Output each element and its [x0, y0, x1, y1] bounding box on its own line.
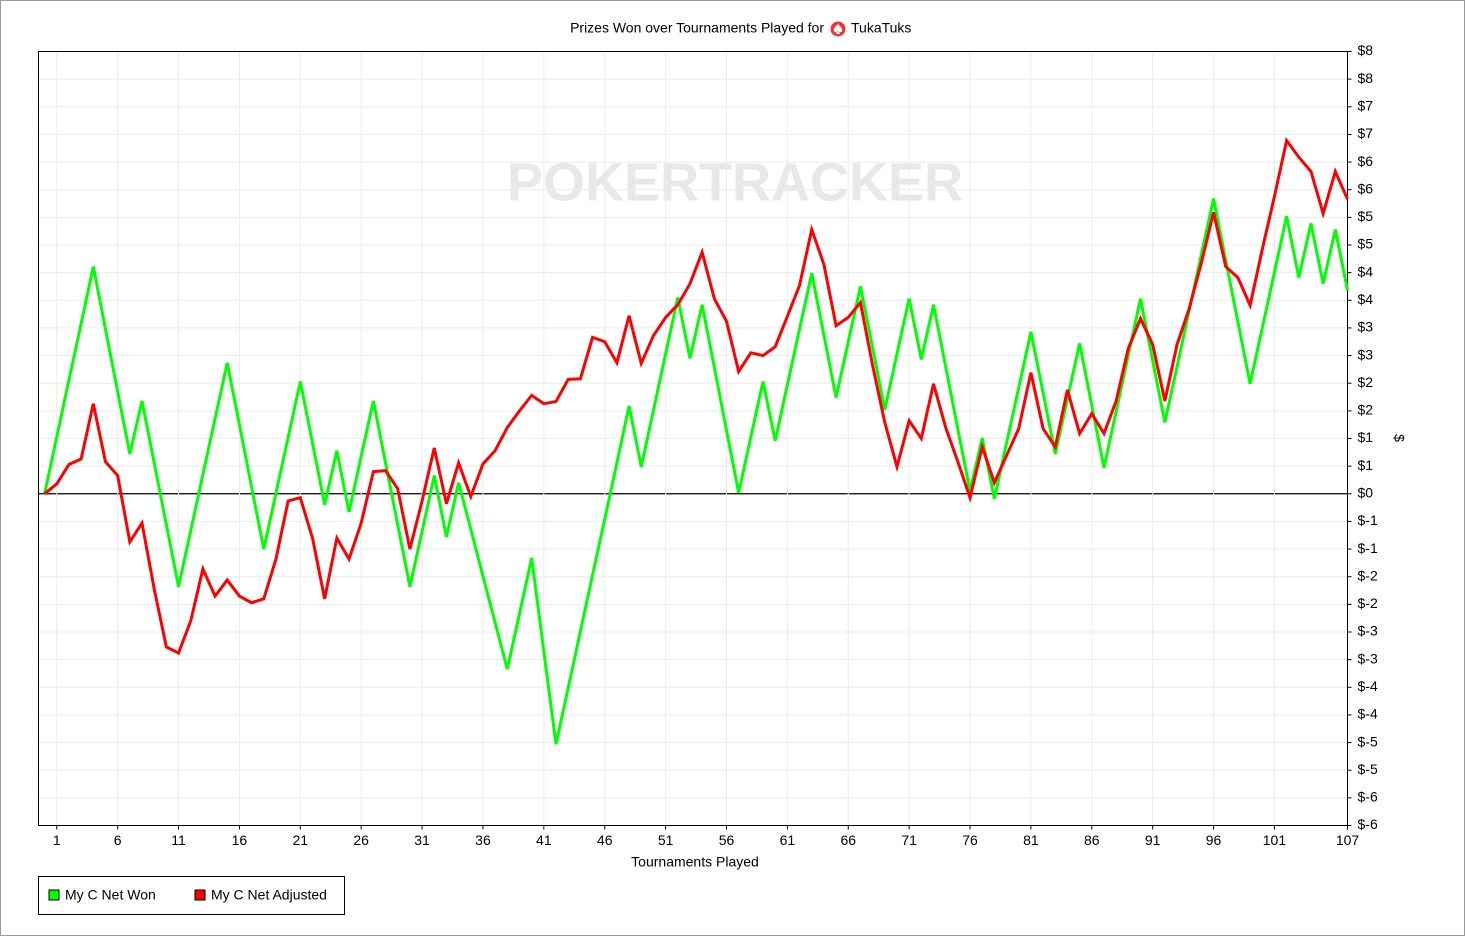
x-tick-label: 16: [232, 832, 248, 848]
y-tick-label: $-5: [1358, 733, 1378, 749]
y-tick-label: $-2: [1358, 567, 1378, 583]
y-tick-label: $-3: [1358, 623, 1378, 639]
x-tick-label: 76: [962, 832, 978, 848]
x-tick-label: 101: [1263, 832, 1287, 848]
x-tick-label: 61: [780, 832, 796, 848]
y-tick-label: $6: [1358, 153, 1374, 169]
y-tick-label: $-4: [1358, 706, 1378, 722]
y-tick-label: $0: [1358, 484, 1374, 500]
x-tick-label: 31: [414, 832, 430, 848]
y-tick-label: $2: [1358, 402, 1374, 418]
x-tick-label: 26: [353, 832, 369, 848]
y-tick-label: $-6: [1358, 816, 1378, 832]
x-tick-label: 11: [171, 832, 186, 848]
y-tick-label: $2: [1358, 374, 1374, 390]
grid: [38, 51, 1348, 826]
y-tick-label: $7: [1358, 125, 1374, 141]
x-tick-label: 107: [1336, 832, 1360, 848]
y-tick-label: $3: [1358, 346, 1374, 362]
chart-title-group: Prizes Won over Tournaments Played for T…: [570, 20, 911, 37]
series-line: [43, 136, 1349, 656]
y-tick-label: $1: [1358, 457, 1374, 473]
x-tick-label: 41: [536, 832, 552, 848]
y-tick-label: $-6: [1358, 789, 1378, 805]
x-tick-label: 96: [1206, 832, 1222, 848]
legend-label: My C Net Adjusted: [211, 887, 327, 903]
x-tick-label: 66: [840, 832, 856, 848]
x-tick-label: 91: [1145, 832, 1161, 848]
y-tick-label: $5: [1358, 236, 1374, 252]
x-tick-label: 56: [719, 832, 735, 848]
y-tick-label: $5: [1358, 208, 1374, 224]
y-tick-label: $3: [1358, 319, 1374, 335]
legend-swatch: [48, 889, 60, 901]
y-tick-label: $1: [1358, 429, 1374, 445]
y-tick-label: $-2: [1358, 595, 1378, 611]
y-tick-label: $7: [1358, 97, 1374, 113]
spade-icon: [830, 21, 846, 37]
x-tick-label: 36: [475, 832, 491, 848]
watermark: POKERTRACKER: [507, 152, 963, 212]
x-axis-label: Tournaments Played: [631, 854, 759, 870]
y-tick-label: $4: [1358, 291, 1374, 307]
y-tick-label: $-1: [1358, 512, 1378, 528]
y-axis-label: $: [1391, 434, 1407, 442]
x-tick-label: 1: [53, 832, 61, 848]
x-tick-label: 6: [114, 832, 122, 848]
y-tick-label: $-4: [1358, 678, 1378, 694]
y-tick-label: $8: [1358, 42, 1374, 58]
x-tick-label: 81: [1023, 832, 1039, 848]
legend-swatch: [194, 889, 206, 901]
y-tick-label: $-5: [1358, 761, 1378, 777]
y-tick-label: $-3: [1358, 650, 1378, 666]
y-tick-label: $6: [1358, 180, 1374, 196]
y-tick-label: $-1: [1358, 540, 1378, 556]
x-tick-label: 86: [1084, 832, 1100, 848]
player-name: TukaTuks: [851, 20, 911, 36]
x-tick-label: 51: [658, 832, 674, 848]
chart-title: Prizes Won over Tournaments Played for: [570, 20, 824, 36]
x-tick-label: 21: [293, 832, 309, 848]
y-tick-label: $8: [1358, 70, 1374, 86]
x-tick-label: 71: [901, 832, 917, 848]
y-tick-label: $4: [1358, 263, 1374, 279]
legend-box: [38, 876, 345, 915]
x-tick-label: 46: [597, 832, 613, 848]
legend-label: My C Net Won: [65, 887, 156, 903]
